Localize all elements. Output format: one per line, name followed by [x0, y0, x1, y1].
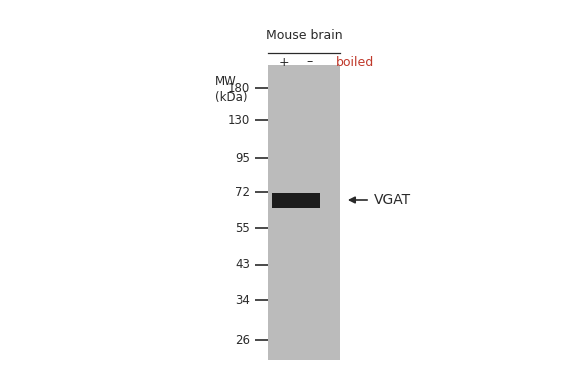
- Text: 43: 43: [235, 259, 250, 271]
- Text: Mouse brain: Mouse brain: [266, 29, 342, 42]
- Text: VGAT: VGAT: [374, 193, 411, 207]
- Text: boiled: boiled: [336, 56, 374, 68]
- Text: 72: 72: [235, 186, 250, 198]
- Bar: [272, 193, 320, 208]
- Text: MW
(kDa): MW (kDa): [215, 75, 247, 104]
- Text: 95: 95: [235, 152, 250, 164]
- Text: +: +: [279, 56, 289, 68]
- Text: 130: 130: [228, 113, 250, 127]
- Text: 55: 55: [235, 222, 250, 234]
- Text: 34: 34: [235, 293, 250, 307]
- Text: –: –: [307, 56, 313, 68]
- Text: 26: 26: [235, 333, 250, 347]
- Text: 180: 180: [228, 82, 250, 94]
- Bar: [268, 65, 340, 360]
